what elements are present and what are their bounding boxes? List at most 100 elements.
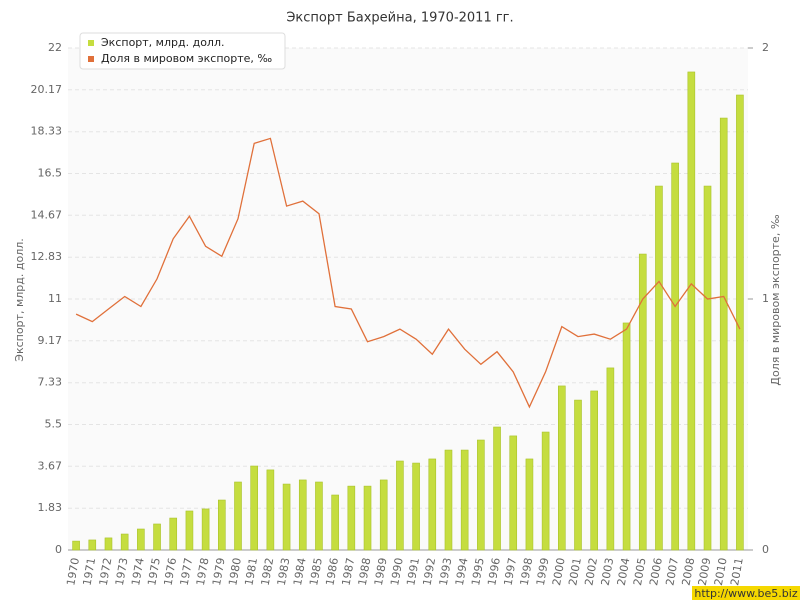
y-tick-label: 11 [48, 292, 62, 305]
legend-swatch [88, 40, 94, 46]
x-tick-label: 1999 [534, 557, 552, 587]
y-tick-label: 0 [55, 543, 62, 556]
y-tick-label: 18.33 [31, 125, 63, 138]
x-tick-label: 2003 [599, 557, 617, 587]
bar [396, 460, 404, 551]
bar [719, 117, 728, 551]
y-tick-label: 14.67 [31, 208, 63, 221]
x-tick-label: 1993 [437, 557, 455, 587]
x-tick-label: 2007 [663, 557, 681, 587]
bar [218, 499, 226, 551]
x-tick-label: 1981 [242, 557, 260, 587]
bar [137, 528, 145, 551]
x-tick-label: 1995 [469, 557, 487, 587]
legend-box [79, 32, 286, 70]
bar [477, 439, 485, 551]
x-tick-label: 2002 [582, 557, 600, 587]
x-tick-label: 2008 [680, 557, 698, 587]
y-tick-label: 9.17 [38, 334, 63, 347]
legend-swatch [88, 56, 94, 62]
bar [331, 494, 339, 551]
y-tick-label: 16.5 [38, 167, 63, 180]
bar [201, 508, 210, 551]
bar [703, 185, 712, 551]
x-tick-label: 1975 [145, 557, 163, 587]
x-tick-label: 1978 [194, 557, 212, 587]
bar [72, 540, 80, 551]
bar [412, 462, 420, 551]
x-tick-label: 2000 [550, 557, 568, 587]
y-tick-label: 5.5 [45, 418, 63, 431]
bar [444, 449, 453, 551]
bar [234, 481, 242, 551]
bar [460, 449, 469, 551]
x-tick-label: 1972 [97, 557, 115, 587]
bar [363, 485, 372, 551]
y-tick-label: 20.17 [31, 83, 63, 96]
bar [638, 253, 647, 551]
x-tick-label: 2004 [615, 557, 633, 587]
x-tick-label: 1998 [518, 557, 536, 587]
bar [104, 537, 113, 551]
x-tick-label: 1990 [388, 557, 406, 587]
watermark: http://www.be5.biz [694, 587, 797, 600]
y-axis-label: Экспорт, млрд. долл. [13, 238, 26, 361]
x-tick-label: 1991 [404, 557, 422, 587]
x-tick-label: 1971 [81, 557, 99, 587]
y-tick-label: 22 [48, 41, 62, 54]
bar [88, 539, 97, 551]
line [75, 137, 741, 409]
legend: Экспорт, млрд. долл. Доля в мировом экспо… [79, 32, 286, 70]
bar [671, 162, 679, 551]
bar [509, 435, 518, 551]
y-tick-label: 3.67 [38, 459, 63, 472]
x-tick-label: 1973 [113, 557, 131, 587]
x-tick-label: 1970 [64, 557, 82, 587]
bar [347, 485, 356, 551]
bar [266, 469, 275, 551]
x-tick-label: 1988 [356, 557, 374, 587]
x-tick-label: 2011 [728, 557, 746, 587]
bar [541, 431, 550, 551]
x-tick-label: 2009 [696, 557, 714, 587]
bar [153, 523, 161, 551]
y-tick-label: 1.83 [38, 501, 63, 514]
x-tick-label: 1989 [372, 557, 390, 587]
x-tick-label: 1997 [501, 557, 519, 587]
bar [185, 510, 194, 551]
bar [622, 322, 631, 551]
x-tick-label: 1986 [323, 557, 341, 587]
bar [120, 533, 129, 551]
bar [525, 458, 534, 551]
x-tick-label: 1982 [259, 557, 277, 587]
y2-tick-label: 1 [762, 292, 769, 305]
x-tick-label: 1984 [291, 557, 309, 587]
bar [590, 390, 598, 551]
bar [558, 385, 566, 551]
x-tick-label: 1987 [340, 557, 358, 587]
y2-tick-label: 0 [762, 543, 769, 556]
y-tick-label: 7.33 [38, 376, 63, 389]
x-tick-label: 1979 [210, 557, 228, 587]
bar [298, 479, 307, 551]
watermark-bg [692, 586, 800, 600]
bar [687, 71, 696, 551]
x-tick-label: 2005 [631, 557, 649, 587]
x-tick-label: 1977 [178, 557, 196, 587]
chart-title: Экспорт Бахрейна, 1970-2011 гг. [286, 11, 513, 26]
bar [250, 465, 258, 551]
x-tick-label: 1994 [453, 557, 471, 587]
x-tick-label: 1976 [161, 557, 179, 587]
x-tick-label: 1985 [307, 557, 325, 587]
x-tick-label: 1996 [485, 557, 503, 587]
bar [428, 458, 437, 551]
bar [736, 94, 744, 551]
legend-text: Экспорт, млрд. долл. [101, 36, 224, 49]
y2-axis-label: Доля в мировом экспорте, ‰ [769, 214, 782, 385]
bar [493, 426, 501, 551]
y2-tick-label: 2 [762, 41, 769, 54]
y-tick-label: 12.83 [31, 250, 63, 263]
bar [315, 481, 323, 551]
bar [379, 479, 388, 551]
